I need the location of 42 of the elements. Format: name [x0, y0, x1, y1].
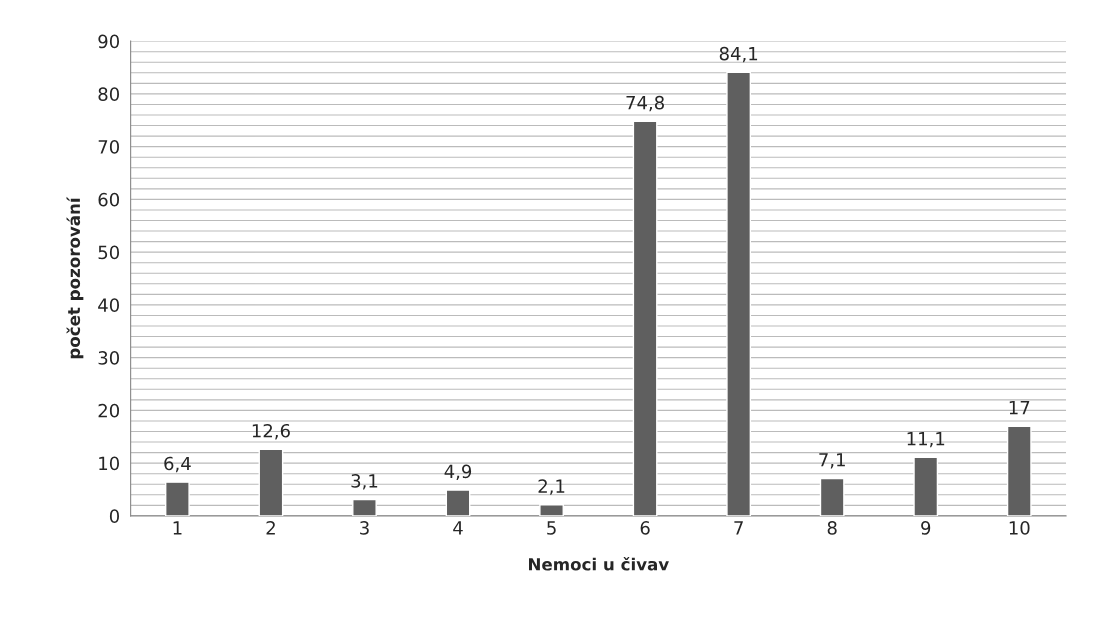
data-label: 7,1: [819, 453, 845, 469]
bar: [632, 120, 658, 516]
bar: [165, 481, 190, 516]
data-label: 74,8: [626, 95, 664, 112]
y-tick-label: 30: [98, 351, 120, 365]
x-tick-label: 7: [734, 521, 743, 535]
bar: [726, 71, 752, 516]
x-tick-label: 8: [827, 521, 837, 535]
data-label: 84,1: [719, 46, 758, 63]
data-label: 12,6: [252, 423, 290, 440]
data-label: 11,1: [907, 432, 945, 448]
data-label: 3,1: [351, 474, 378, 490]
y-tick-label: 60: [98, 192, 120, 207]
x-tick-label: 6: [640, 521, 650, 535]
bar: [1006, 425, 1032, 516]
bar: [539, 504, 564, 516]
x-axis-title: Nemoci u čivav: [529, 557, 669, 571]
y-tick-label: 50: [98, 245, 120, 260]
data-label: 17: [1009, 400, 1030, 415]
y-tick-label: 90: [98, 34, 120, 49]
bar: [445, 489, 471, 516]
y-tick-label: 10: [99, 456, 120, 471]
x-tick-label: 10: [1009, 521, 1030, 535]
y-tick-label: 0: [109, 509, 120, 524]
y-tick-label: 40: [98, 298, 120, 313]
bar: [352, 498, 377, 516]
bar: [258, 448, 284, 516]
y-tick-label: 80: [98, 87, 120, 102]
x-tick-label: 2: [266, 521, 275, 535]
y-tick-label: 20: [98, 403, 120, 418]
x-tick-label: 5: [547, 521, 556, 535]
x-tick-label: 9: [921, 521, 931, 535]
bar: [819, 477, 845, 516]
data-label: 6,4: [164, 456, 191, 473]
data-label: 2,1: [538, 479, 565, 495]
data-label: 4,9: [444, 464, 472, 481]
y-axis-title: počet pozorování: [66, 196, 84, 359]
x-tick-label: 3: [360, 521, 369, 535]
bar: [913, 456, 939, 516]
y-tick-label: 70: [98, 140, 120, 154]
x-tick-label: 1: [173, 521, 182, 535]
x-tick-label: 4: [453, 521, 463, 535]
